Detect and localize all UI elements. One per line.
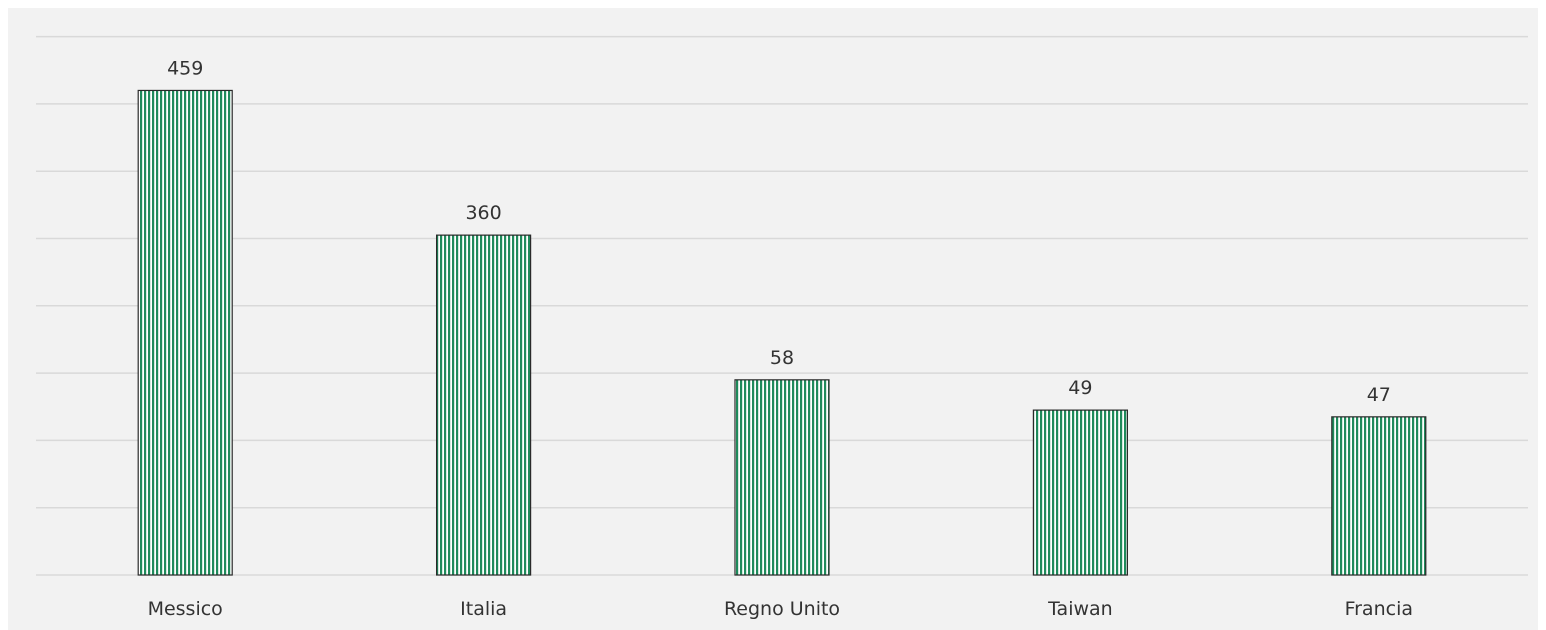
x-tick-label: Italia <box>460 598 507 620</box>
data-label: 47 <box>1367 384 1391 406</box>
x-tick-label: Regno Unito <box>724 598 840 620</box>
chart-panel: 459 360 58 49 47 Messico Italia Regno Unito Tai… <box>8 8 1538 630</box>
bars <box>137 89 1427 576</box>
x-tick-label: Francia <box>1345 598 1413 620</box>
data-label: 49 <box>1068 377 1092 399</box>
x-axis-tick-labels: Messico Italia Regno Unito Taiwan Francia <box>148 598 1413 620</box>
x-tick-label: Taiwan <box>1047 598 1113 620</box>
data-label: 58 <box>770 347 794 369</box>
x-tick-label: Messico <box>148 598 223 620</box>
bar-italia <box>436 234 532 576</box>
gridlines <box>36 35 1528 576</box>
data-label: 459 <box>167 57 203 79</box>
data-labels: 459 360 58 49 47 <box>167 57 1391 405</box>
bar-regno-unito <box>734 379 830 576</box>
bar-messico <box>137 89 233 576</box>
bar-chart: 459 360 58 49 47 Messico Italia Regno Unito Tai… <box>36 35 1528 620</box>
bar-taiwan <box>1032 409 1129 576</box>
data-label: 360 <box>465 202 501 224</box>
bar-francia <box>1331 416 1427 576</box>
